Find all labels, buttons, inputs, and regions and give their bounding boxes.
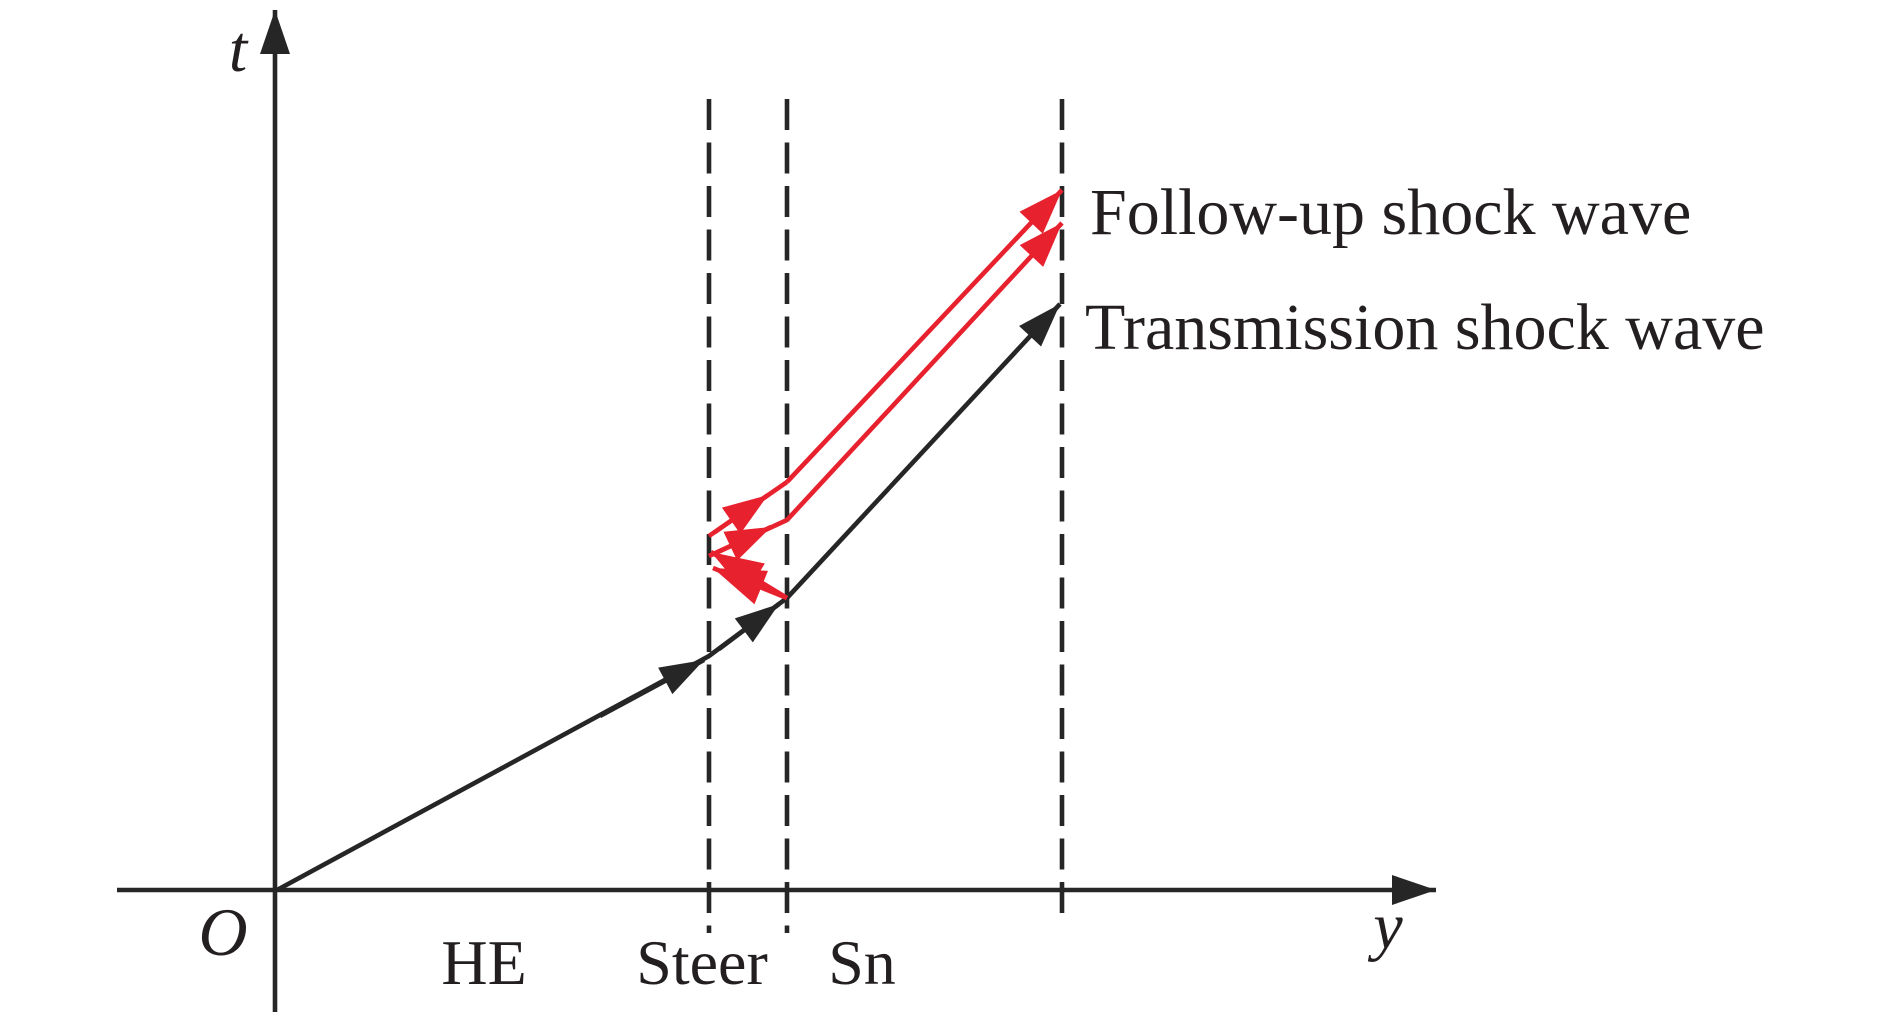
followup-lower-arrow: [785, 221, 1064, 522]
reflected-and-followup-waves: [707, 188, 1064, 605]
t-axis-label: t: [229, 13, 249, 86]
followup-upper-mid-arrow: [713, 493, 770, 534]
transmission-shock-wave-label: Transmission shock wave: [1085, 291, 1765, 364]
axes: [117, 10, 1436, 1012]
incident-shock-arrow-he: [598, 657, 706, 719]
region-label-steer: Steer: [636, 927, 768, 998]
incident-shock-arrow-steer: [717, 602, 781, 651]
origin-label: O: [198, 894, 247, 970]
y-axis-label: y: [1367, 890, 1403, 963]
followup-lower-mid-arrow: [717, 524, 772, 561]
material-boundaries: [706, 99, 1065, 933]
transmission-shock-arrow: [785, 302, 1062, 600]
followup-shock-wave-label: Follow-up shock wave: [1090, 176, 1691, 249]
incident-and-transmission-shock: [275, 302, 1062, 893]
region-label-sn: Sn: [828, 927, 896, 998]
region-label-he: HE: [441, 927, 526, 998]
reflected-wave-lower: [712, 565, 788, 605]
followup-upper-arrow: [785, 188, 1064, 484]
